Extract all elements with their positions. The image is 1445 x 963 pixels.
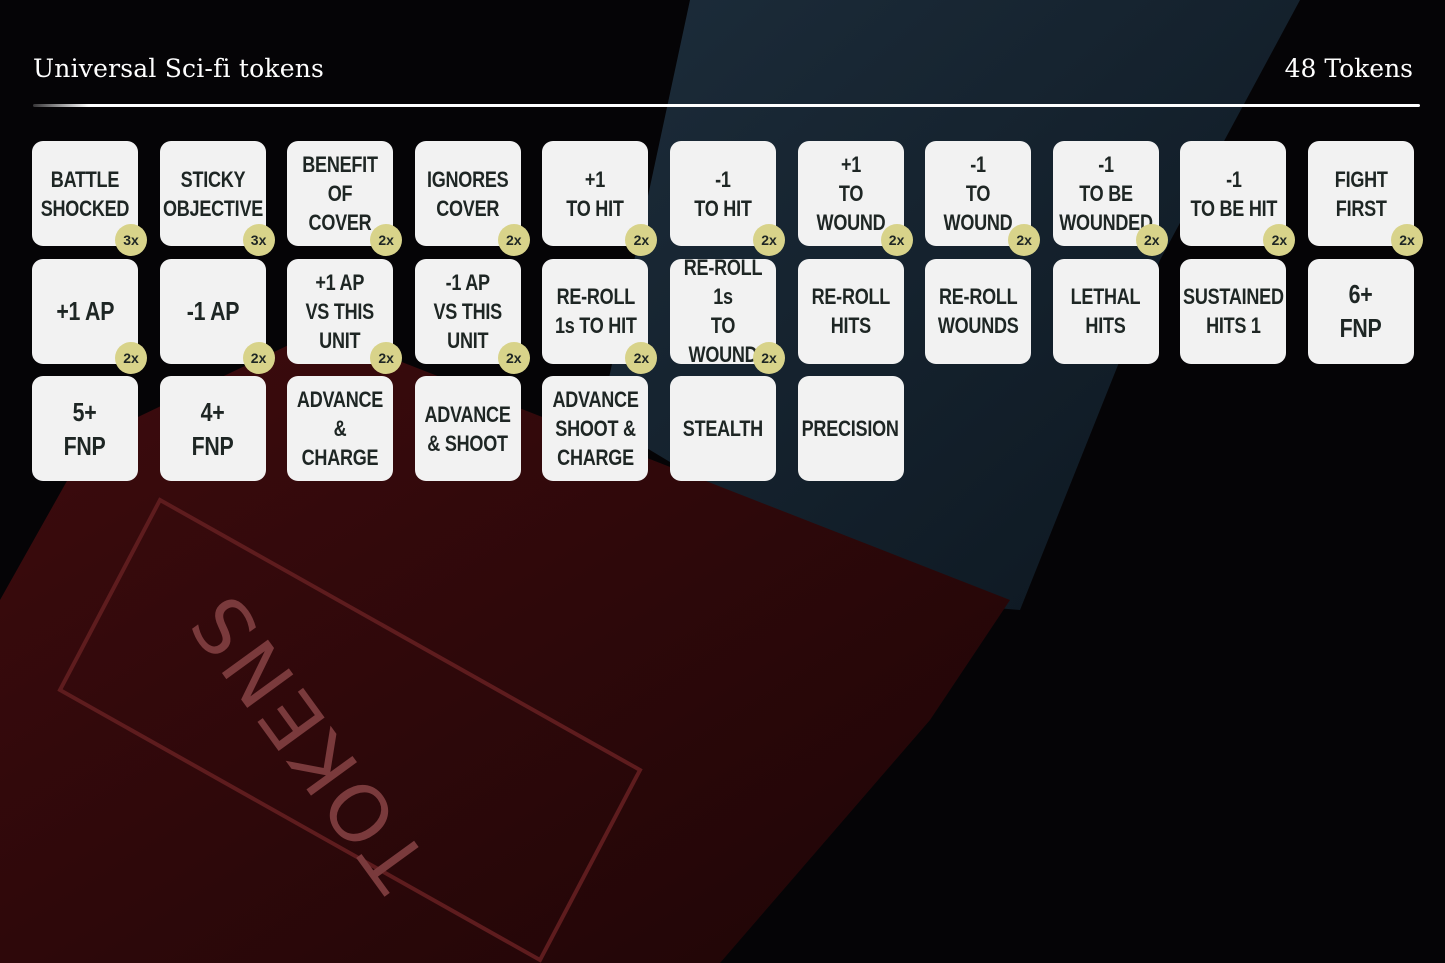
token-card[interactable]: RE-ROLL 1s TO WOUND 2x [670,255,785,374]
token-card[interactable]: -1 TO BE WOUNDED 2x [1052,141,1168,256]
token-label: +1 TO WOUND [816,152,886,235]
quantity-badge: 2x [1135,224,1168,256]
token-card[interactable]: 5+ FNP [32,376,138,481]
token-card[interactable]: 6+ FNP [1308,258,1414,364]
token-label: RE-ROLL HITS [811,284,890,338]
token-label: PRECISION [802,416,900,441]
token-label: STEALTH [682,416,764,441]
token-card[interactable]: RE-ROLL 1s TO HIT 2x [542,258,658,374]
token-label: +1 AP [56,296,114,326]
token-card[interactable]: 4+ FNP [159,376,266,481]
token-label: -1 TO HIT [694,166,752,221]
quantity-badge: 2x [497,224,530,256]
quantity-badge: 2x [1008,224,1041,256]
token-card[interactable]: SUSTAINED HITS 1 [1180,258,1287,364]
quantity-badge: 2x [115,341,147,374]
token-grid: BATTLE SHOCKED 3x STICKY OBJECTIVE 3x BENEFI… [32,141,1432,486]
token-label: -1 TO WOUND [943,152,1013,235]
token-label: +1 AP VS THIS UNIT [305,269,375,353]
token-label: -1 AP [186,296,239,326]
token-label: LETHAL HITS [1070,284,1141,338]
token-card[interactable]: BENEFIT OF COVER 2x [287,141,403,256]
quantity-badge: 2x [242,341,275,374]
token-label: -1 AP VS THIS UNIT [433,269,503,353]
token-count: 48 Tokens [1284,54,1413,83]
quantity-badge: 2x [1391,224,1423,256]
quantity-badge: 2x [370,341,403,374]
quantity-badge: 2x [880,224,913,256]
quantity-badge: 2x [753,224,785,256]
token-card[interactable]: +1 TO HIT 2x [542,141,658,256]
token-card[interactable]: ADVANCE & SHOOT [414,376,521,481]
token-label: +1 TO HIT [566,166,625,221]
background-red-lid-frame [57,497,643,963]
token-label: 5+ FNP [64,396,106,461]
token-card[interactable]: STICKY OBJECTIVE 3x [159,141,275,256]
token-card[interactable]: -1 AP 2x [159,258,275,374]
token-card[interactable]: BATTLE SHOCKED 3x [32,141,147,256]
quantity-badge: 2x [625,224,658,256]
token-label: ADVANCE SHOOT & CHARGE [552,387,639,470]
token-card[interactable]: FIGHT FIRST 2x [1308,141,1423,256]
token-label: ADVANCE & SHOOT [424,401,511,456]
page-title: Universal Sci-fi tokens [33,54,325,83]
token-label: STICKY OBJECTIVE [162,166,263,221]
token-card[interactable]: +1 AP 2x [32,258,147,374]
token-label: RE-ROLL WOUNDS [937,284,1019,338]
token-label: -1 TO BE HIT [1190,166,1277,221]
token-card[interactable]: LETHAL HITS [1052,258,1159,364]
token-label: 6+ FNP [1340,279,1382,343]
token-card[interactable]: IGNORES COVER 2x [414,141,530,256]
token-card[interactable]: -1 TO BE HIT 2x [1180,141,1296,256]
token-label: ADVANCE & CHARGE [297,387,384,470]
token-card[interactable]: ADVANCE SHOOT & CHARGE [542,376,649,481]
token-card[interactable]: +1 TO WOUND 2x [797,141,913,256]
token-card[interactable]: RE-ROLL HITS [797,258,904,364]
token-label: -1 TO BE WOUNDED [1059,152,1153,235]
token-label: RE-ROLL 1s TO HIT [554,284,637,338]
token-card[interactable]: -1 AP VS THIS UNIT 2x [414,258,530,374]
token-card[interactable]: STEALTH [670,376,776,481]
quantity-badge: 3x [242,224,275,256]
quantity-badge: 2x [370,224,403,256]
token-label: RE-ROLL 1s TO WOUND [683,255,763,367]
token-label: SUSTAINED HITS 1 [1183,284,1284,338]
token-card[interactable]: RE-ROLL WOUNDS [925,258,1032,364]
background-red-case [0,330,1010,963]
quantity-badge: 2x [753,341,785,374]
token-card[interactable]: ADVANCE & CHARGE [287,376,394,481]
header: Universal Sci-fi tokens 48 Tokens [33,54,1413,94]
quantity-badge: 2x [497,341,530,374]
quantity-badge: 2x [625,341,658,374]
token-label: IGNORES COVER [427,166,509,221]
token-label: BATTLE SHOCKED [40,166,130,221]
token-card[interactable]: -1 TO WOUND 2x [925,141,1041,256]
token-label: FIGHT FIRST [1334,166,1388,221]
header-divider [33,104,1420,107]
token-card[interactable]: PRECISION [797,376,904,481]
quantity-badge: 2x [1263,224,1296,256]
token-label: 4+ FNP [191,396,234,461]
token-card[interactable]: +1 AP VS THIS UNIT 2x [287,258,403,374]
quantity-badge: 3x [115,224,147,256]
token-card[interactable]: -1 TO HIT 2x [670,141,785,256]
token-label: BENEFIT OF COVER [302,152,378,235]
